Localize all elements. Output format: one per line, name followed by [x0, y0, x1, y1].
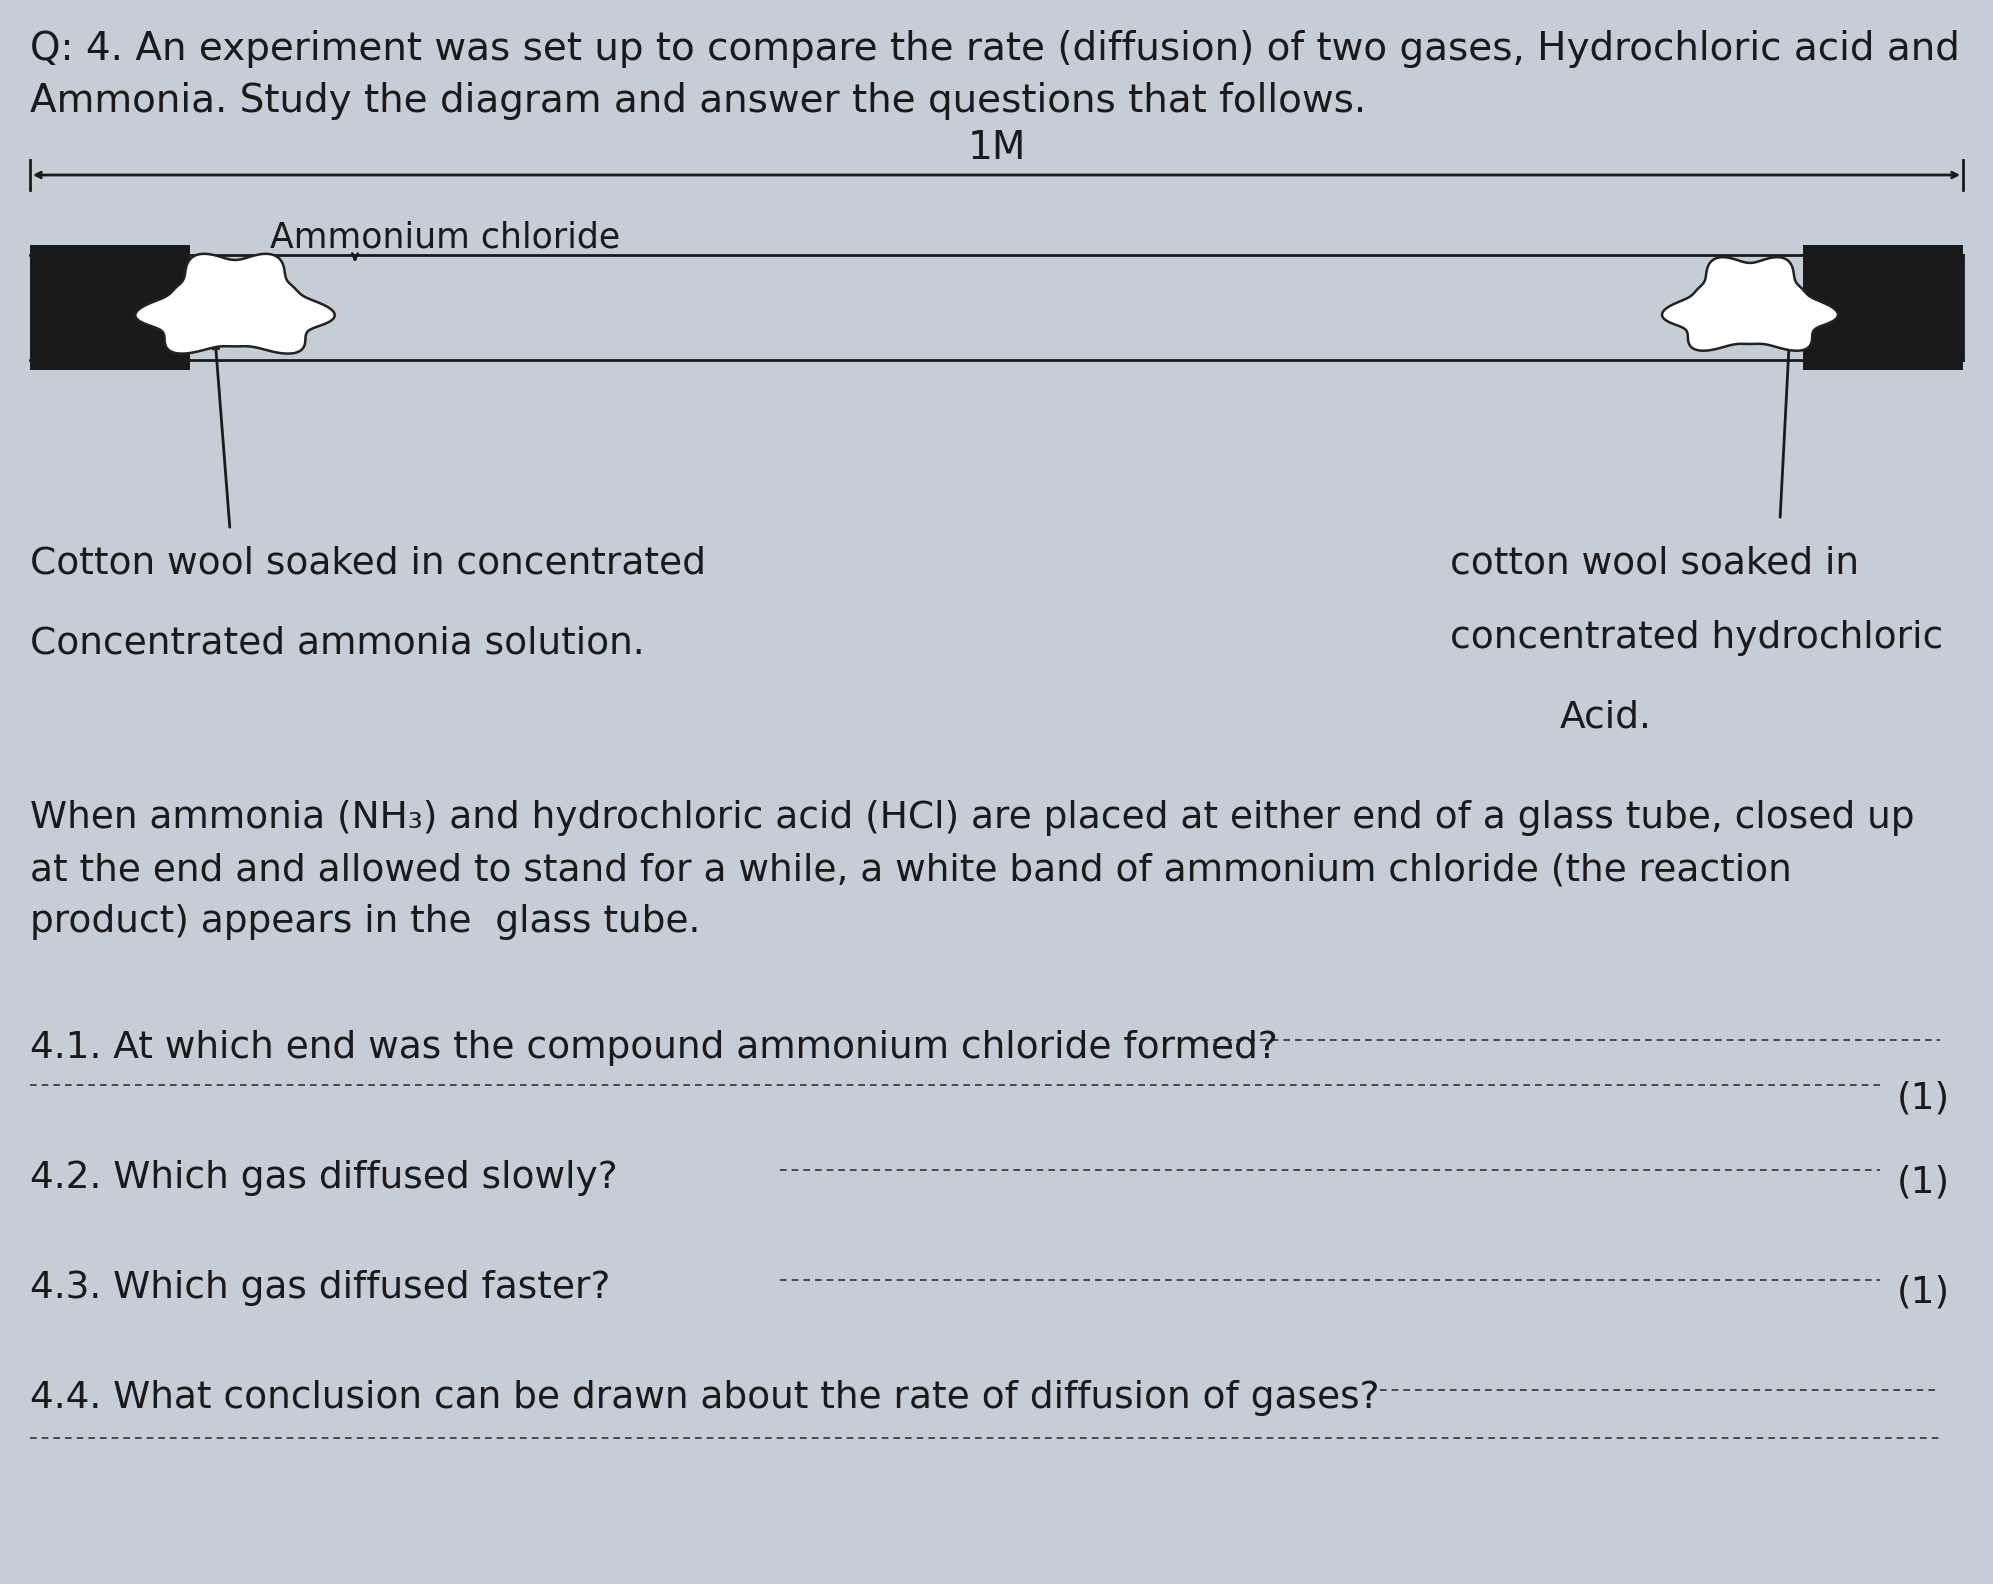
Text: concentrated hydrochloric: concentrated hydrochloric: [1451, 619, 1943, 656]
Text: 1M: 1M: [967, 128, 1026, 166]
Text: cotton wool soaked in: cotton wool soaked in: [1451, 545, 1859, 581]
Text: at the end and allowed to stand for a while, a white band of ammonium chloride (: at the end and allowed to stand for a wh…: [30, 852, 1792, 889]
Text: Ammonium chloride: Ammonium chloride: [269, 220, 620, 253]
Text: 4.3. Which gas diffused faster?: 4.3. Which gas diffused faster?: [30, 1270, 622, 1305]
Text: product) appears in the  glass tube.: product) appears in the glass tube.: [30, 904, 700, 939]
Text: (1): (1): [1897, 1080, 1949, 1117]
Text: (1): (1): [1897, 1275, 1949, 1312]
Polygon shape: [136, 253, 335, 353]
Text: 4.2. Which gas diffused slowly?: 4.2. Which gas diffused slowly?: [30, 1159, 630, 1196]
Text: When ammonia (NH₃) and hydrochloric acid (HCl) are placed at either end of a gla: When ammonia (NH₃) and hydrochloric acid…: [30, 800, 1915, 836]
Bar: [1804, 246, 1963, 371]
Polygon shape: [1662, 257, 1838, 350]
Text: Ammonia. Study the diagram and answer the questions that follows.: Ammonia. Study the diagram and answer th…: [30, 82, 1367, 120]
Text: 4.4. What conclusion can be drawn about the rate of diffusion of gases?: 4.4. What conclusion can be drawn about …: [30, 1380, 1379, 1416]
Text: Acid.: Acid.: [1561, 700, 1652, 737]
Bar: [30, 246, 189, 371]
Text: Cotton wool soaked in concentrated: Cotton wool soaked in concentrated: [30, 545, 706, 581]
Text: 4.1. At which end was the compound ammonium chloride formed?: 4.1. At which end was the compound ammon…: [30, 1030, 1289, 1066]
Text: Concentrated ammonia solution.: Concentrated ammonia solution.: [30, 626, 644, 661]
Text: Q: 4. An experiment was set up to compare the rate (diffusion) of two gases, Hyd: Q: 4. An experiment was set up to compar…: [30, 30, 1959, 68]
Text: (1): (1): [1897, 1164, 1949, 1201]
